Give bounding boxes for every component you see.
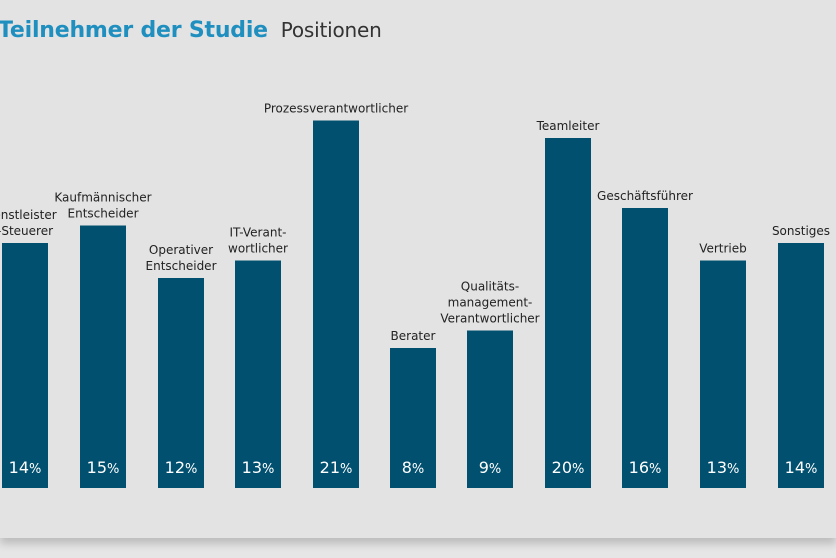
value-label: 13%	[242, 458, 275, 477]
bar-8	[622, 208, 668, 488]
value-label: 14%	[785, 458, 818, 477]
bar-0	[2, 243, 48, 488]
category-label: Geschäftsführer	[597, 189, 693, 203]
value-label: 21%	[320, 458, 353, 477]
bar-1	[80, 225, 126, 488]
title-subtitle: Positionen	[280, 18, 382, 42]
category-label: Kaufmännischer Entscheider	[54, 191, 151, 221]
bar-3	[235, 260, 281, 488]
category-label: Prozessverantwortlicher	[264, 102, 408, 116]
chart-panel: Teilnehmer der Studie Positionen enstlei…	[0, 18, 831, 488]
value-label: 8%	[402, 458, 425, 477]
category-label: Teamleiter	[536, 119, 600, 133]
value-label: 14%	[9, 458, 42, 477]
bar-6	[467, 330, 513, 488]
bar-4	[313, 120, 359, 488]
category-label: Qualitäts-management-Verantwortlicher	[440, 280, 539, 326]
value-label: 13%	[707, 458, 740, 477]
value-label: 15%	[87, 458, 120, 477]
value-label: 20%	[552, 458, 585, 477]
value-label: 16%	[629, 458, 662, 477]
category-label: enstleister-Steuerer	[0, 208, 57, 238]
bar-10	[778, 243, 824, 488]
category-label: Sonstiges	[772, 224, 830, 238]
category-label: Operativer Entscheider	[146, 243, 217, 273]
bar-chart: enstleister-Steuerer 14% KaufmännischerEnt…	[0, 102, 830, 488]
bar-7	[545, 138, 591, 488]
category-label: Berater	[391, 329, 436, 343]
value-label: 12%	[165, 458, 198, 477]
bar-2	[158, 278, 204, 488]
title-main: Teilnehmer der Studie	[0, 18, 268, 43]
bar-9	[700, 260, 746, 488]
category-label: Vertrieb	[699, 242, 747, 256]
category-label: IT-Verant-wortlicher	[228, 226, 288, 256]
chart-title: Teilnehmer der Studie Positionen	[0, 18, 382, 43]
value-label: 9%	[479, 458, 502, 477]
bar-5	[390, 348, 436, 488]
